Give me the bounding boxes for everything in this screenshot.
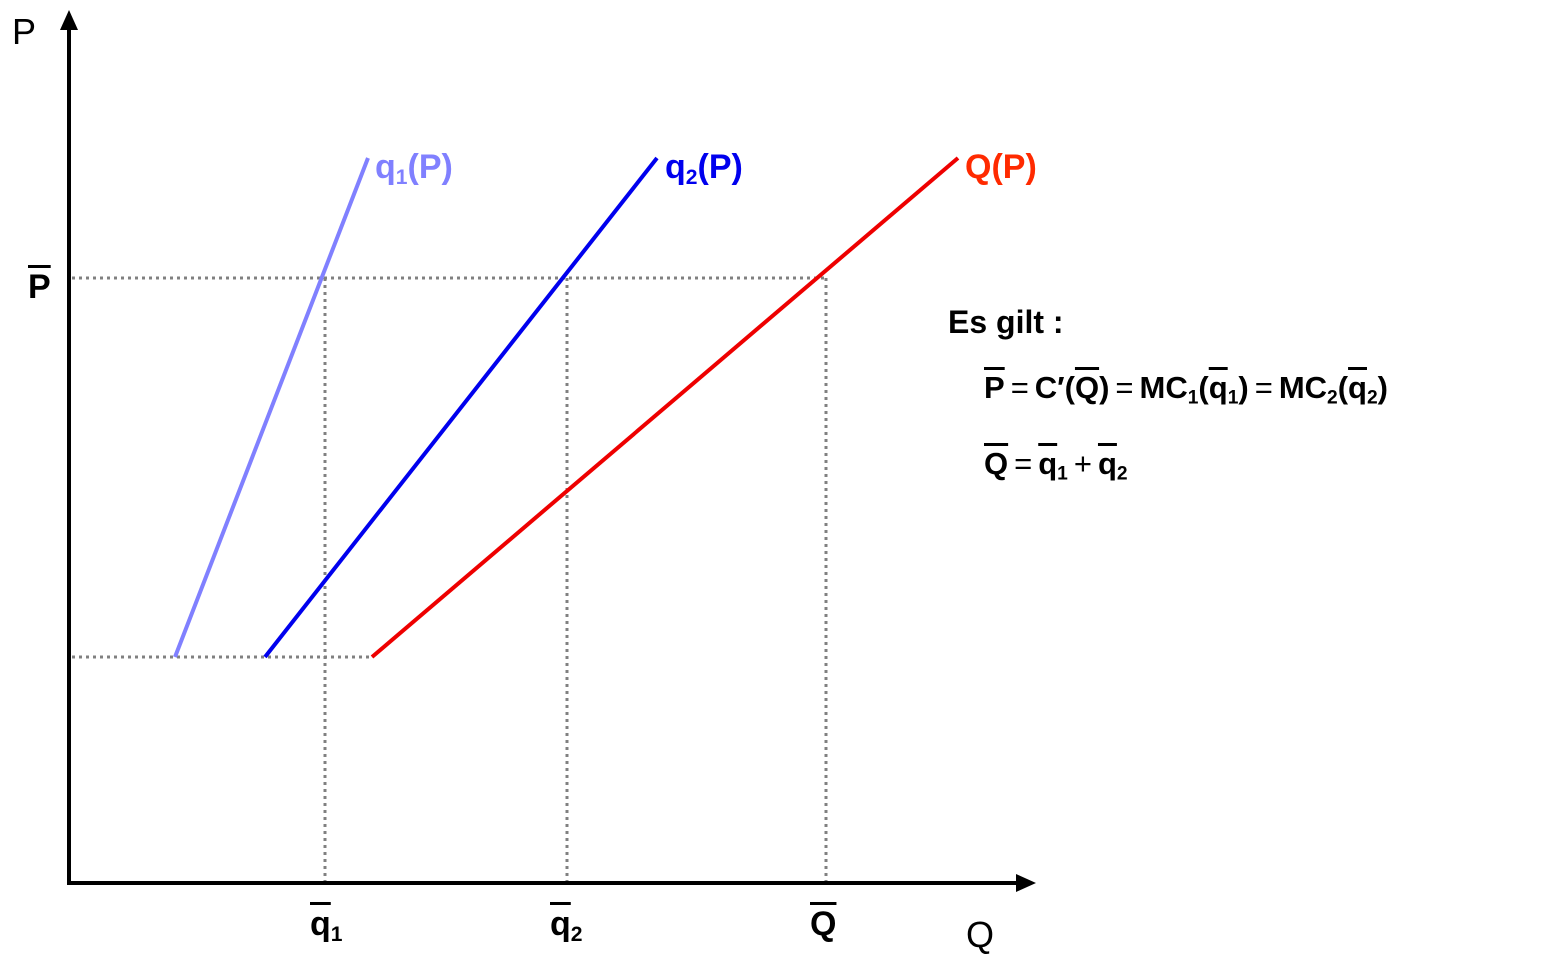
curve-q1-base: q xyxy=(375,148,396,186)
eq2-q1-sub: 1 xyxy=(1057,463,1068,485)
eq1-equals-2: = xyxy=(1115,370,1134,405)
equation-line-2: Q = q1 + q2 xyxy=(984,448,1128,484)
eq1-close-2: ) xyxy=(1238,370,1249,405)
eq2-q1: q xyxy=(1038,446,1058,481)
eq1-close-3: ) xyxy=(1377,370,1388,405)
tick-label-q2-bar: q2 xyxy=(550,907,583,945)
curve-q1-arg: (P) xyxy=(407,148,453,186)
curve-Q xyxy=(370,156,960,659)
eq1-q2-sub: 2 xyxy=(1366,387,1378,409)
curve-q2-sub: 2 xyxy=(685,165,698,189)
tick-q1-sub: 1 xyxy=(330,922,343,946)
tick-q2-base: q xyxy=(550,905,571,943)
eq1-mc1-sub: 1 xyxy=(1187,387,1199,409)
eq2-plus: + xyxy=(1073,446,1092,481)
equation-line-1: P = C′(Q) = MC1(q1) = MC2(q2) xyxy=(984,372,1388,408)
tick-label-q1-bar: q1 xyxy=(310,907,343,945)
equations-heading: Es gilt : xyxy=(948,304,1064,340)
eq1-equals-1: = xyxy=(1010,370,1029,405)
eq1-c-prime: C′( xyxy=(1034,370,1075,405)
eq1-mc2-sub: 2 xyxy=(1327,387,1338,409)
eq2-equals: = xyxy=(1014,446,1033,481)
curve-q1 xyxy=(173,157,370,658)
tick-label-Q-bar: Q xyxy=(810,905,837,943)
eq1-p: P xyxy=(984,370,1005,405)
x-axis-arrowhead xyxy=(1016,874,1036,892)
curve-q2 xyxy=(263,156,659,659)
tick-q2-sub: 2 xyxy=(570,922,583,946)
y-axis-label: P xyxy=(12,11,37,52)
x-axis-label: Q xyxy=(966,914,995,955)
eq1-open-2: ( xyxy=(1337,370,1349,405)
curve-label-q2: q2(P) xyxy=(665,150,743,188)
eq2-Q: Q xyxy=(984,446,1009,481)
tick-label-p-bar: P xyxy=(28,268,51,306)
curve-label-Q: Q(P) xyxy=(965,150,1037,184)
curve-q2-arg: (P) xyxy=(697,148,743,186)
eq1-mc1: MC xyxy=(1139,370,1188,405)
curve-Q-arg: (P) xyxy=(991,148,1037,186)
tick-q1-base: q xyxy=(310,905,331,943)
eq1-q1: q xyxy=(1208,370,1228,405)
eq1-q2: q xyxy=(1348,370,1367,405)
curve-label-q1: q1(P) xyxy=(375,150,453,188)
curve-Q-base: Q xyxy=(965,148,992,186)
eq2-q2: q xyxy=(1097,446,1117,481)
curve-q2-base: q xyxy=(665,148,686,186)
eq1-Q: Q xyxy=(1074,370,1100,405)
y-axis-arrowhead xyxy=(60,10,78,30)
curve-q1-sub: 1 xyxy=(395,165,408,189)
eq2-q2-sub: 2 xyxy=(1116,463,1128,485)
eq1-close-1: ) xyxy=(1099,370,1110,405)
eq1-mc2: MC xyxy=(1278,370,1328,405)
eq1-q1-sub: 1 xyxy=(1227,387,1239,409)
eq1-open-1: ( xyxy=(1198,370,1209,405)
eq1-equals-3: = xyxy=(1254,370,1273,405)
